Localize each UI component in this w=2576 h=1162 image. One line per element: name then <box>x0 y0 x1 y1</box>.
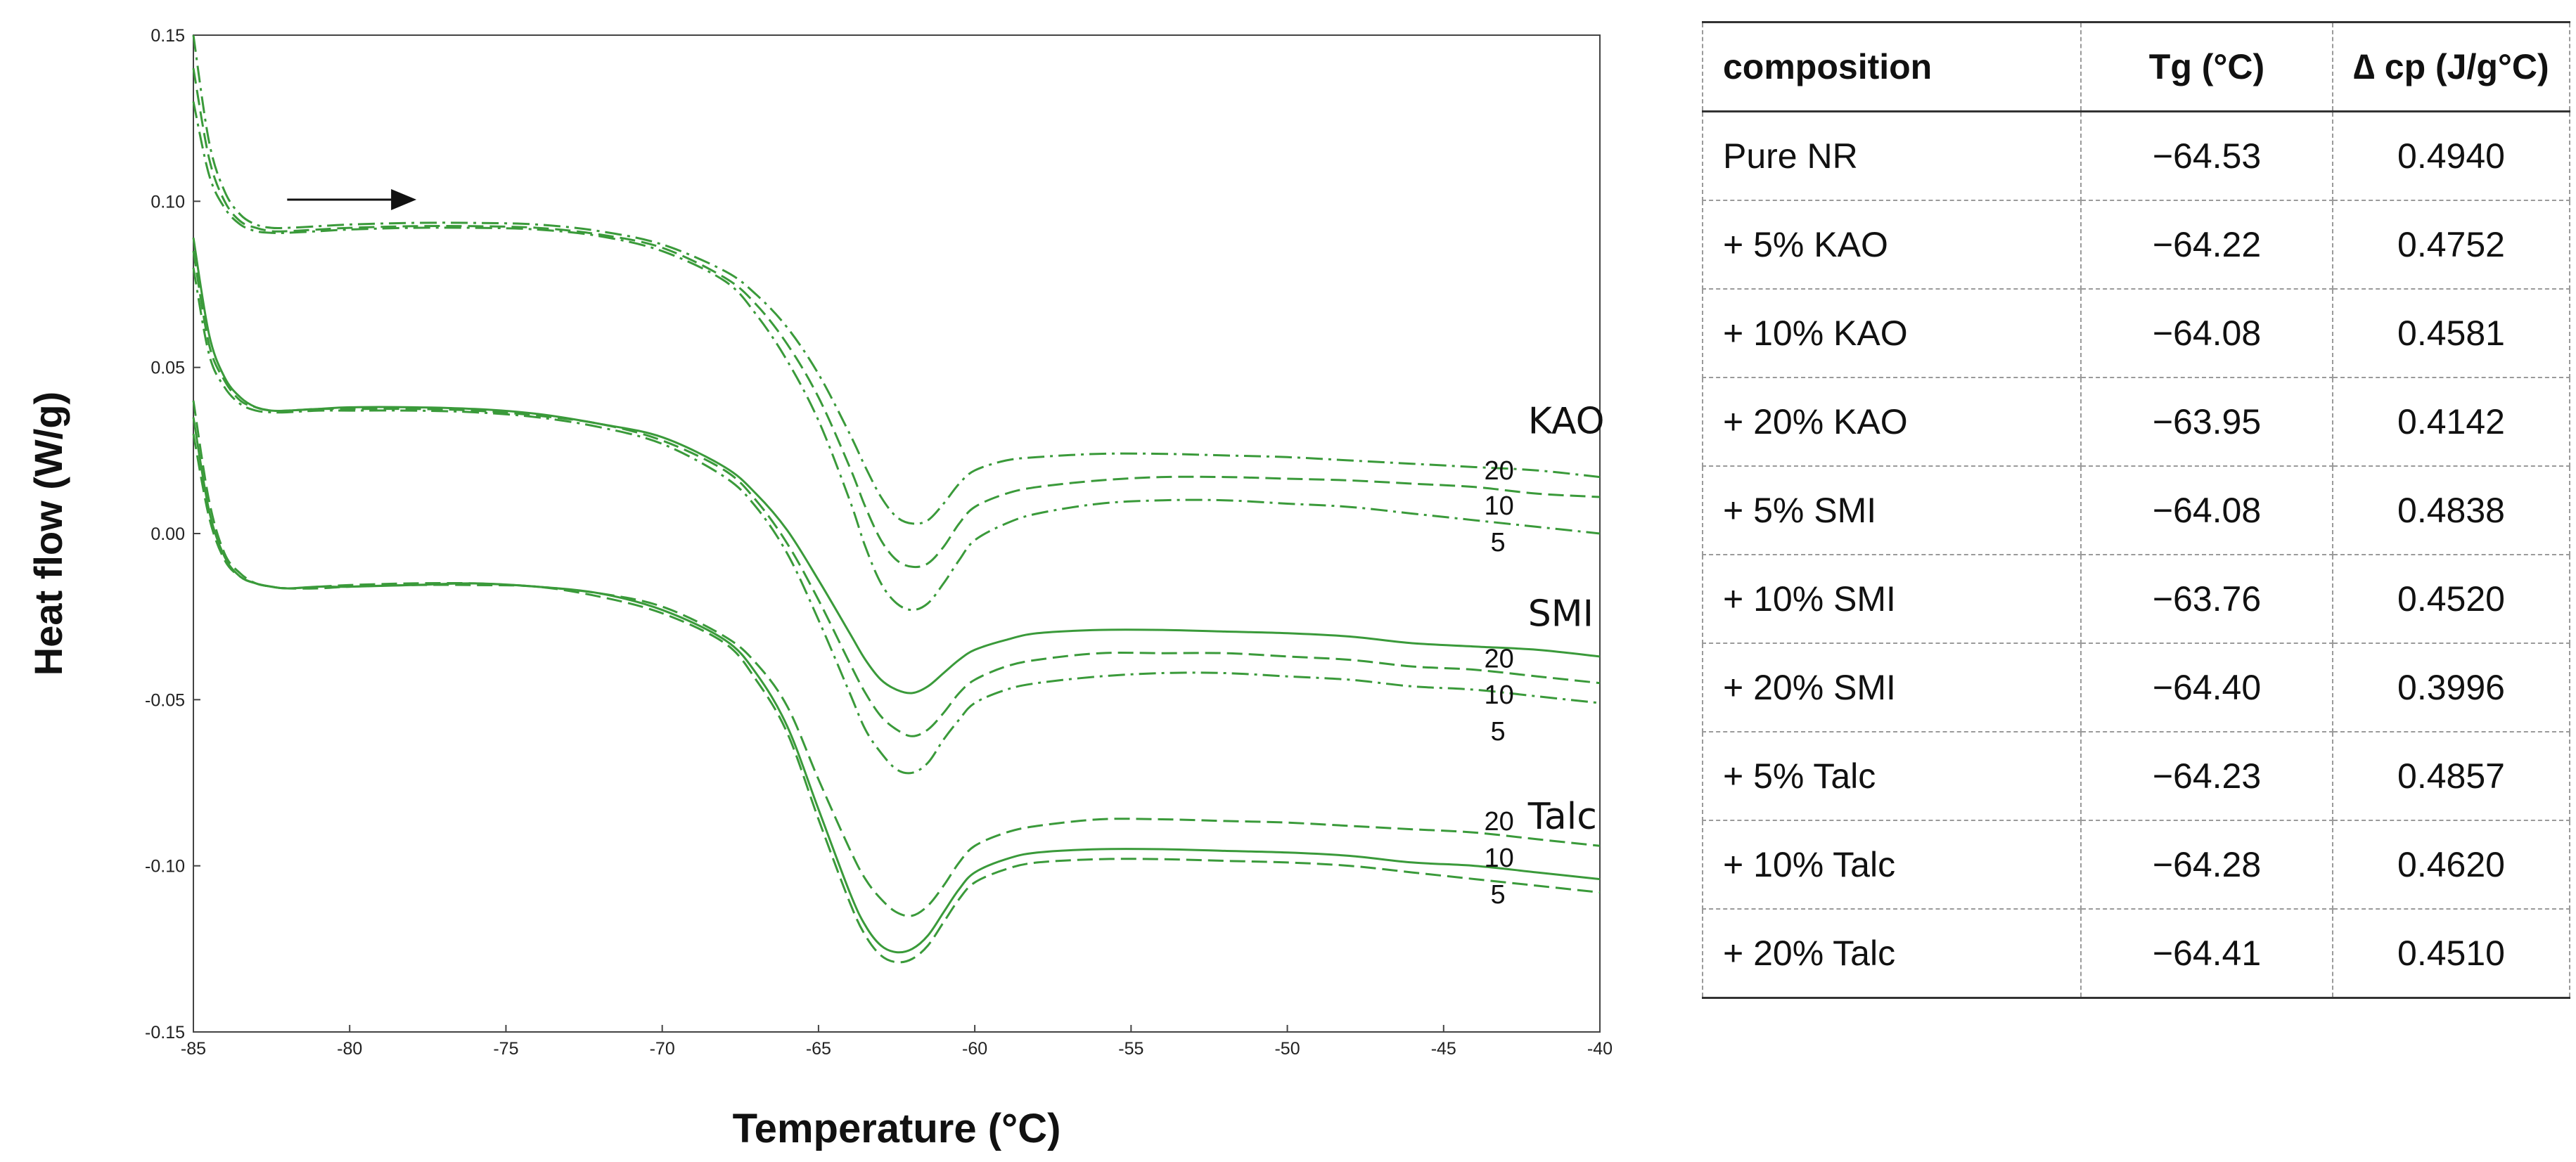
cell-tg: −64.08 <box>2080 288 2333 378</box>
x-axis-title: Temperature (°C) <box>733 1106 1061 1151</box>
tg-table: composition Tg (°C) ∆ cp (J/g°C) Pure NR… <box>1702 21 2570 999</box>
x-tick-label: -70 <box>650 1039 675 1059</box>
y-tick-label: 0.05 <box>150 359 185 378</box>
cell-delta-cp: 0.4752 <box>2332 200 2570 290</box>
cell-composition: + 20% Talc <box>1702 908 2082 999</box>
cell-tg: −64.41 <box>2080 908 2333 999</box>
curve-label: 10 <box>1485 680 1514 710</box>
curve-label: 20 <box>1485 807 1514 837</box>
cell-composition: + 10% KAO <box>1702 288 2082 378</box>
cell-composition: + 20% KAO <box>1702 377 2082 467</box>
x-tick-label: -40 <box>1587 1039 1613 1059</box>
cell-composition: + 10% SMI <box>1702 554 2082 644</box>
cell-composition: + 5% KAO <box>1702 200 2082 290</box>
y-tick-label: -0.15 <box>145 1023 185 1042</box>
curves <box>192 34 1601 964</box>
cell-delta-cp: 0.4838 <box>2332 465 2570 555</box>
table-row: + 20% SMI −64.40 0.3996 <box>1702 643 2570 732</box>
cell-tg: −63.76 <box>2080 554 2333 644</box>
y-tick-label: -0.10 <box>145 857 185 877</box>
cell-delta-cp: 0.4581 <box>2332 288 2570 378</box>
group-labels: KAO SMI Talc <box>1527 400 1605 837</box>
table-row: + 5% SMI −64.08 0.4838 <box>1702 465 2570 555</box>
table-row: + 10% KAO −64.08 0.4581 <box>1702 288 2570 378</box>
x-tick-label: -55 <box>1118 1039 1143 1059</box>
header-tg: Tg (°C) <box>2080 21 2333 112</box>
cell-tg: −64.22 <box>2080 200 2333 290</box>
table-row: + 10% Talc −64.28 0.4620 <box>1702 820 2570 910</box>
x-tick-label: -85 <box>181 1039 206 1059</box>
curve-kao-20 <box>192 34 1601 525</box>
cell-composition: + 5% Talc <box>1702 731 2082 821</box>
x-tick-label: -75 <box>493 1039 518 1059</box>
cell-delta-cp: 0.4520 <box>2332 554 2570 644</box>
table-row: + 10% SMI −63.76 0.4520 <box>1702 554 2570 644</box>
y-tick-label: -0.05 <box>145 690 185 710</box>
table-row: + 5% KAO −64.22 0.4752 <box>1702 200 2570 290</box>
curve-label: 20 <box>1485 644 1514 673</box>
cell-tg: −64.23 <box>2080 731 2333 821</box>
table-row: + 20% Talc −64.41 0.4510 <box>1702 908 2570 999</box>
curve-label: 5 <box>1490 717 1505 747</box>
cell-delta-cp: 0.4620 <box>2332 820 2570 910</box>
curve-kao-5 <box>192 101 1601 612</box>
y-tick-label: 0.10 <box>150 192 185 212</box>
y-axis-ticks: -0.15 -0.10 -0.05 0.00 0.05 0.10 0.15 <box>145 26 200 1042</box>
curve-smi-20 <box>192 238 1601 695</box>
curve-label: 5 <box>1490 528 1505 557</box>
x-tick-label: -65 <box>806 1039 831 1059</box>
cell-composition: + 5% SMI <box>1702 465 2082 555</box>
curve-smi-5 <box>192 267 1601 775</box>
curve-smi-10 <box>192 250 1601 737</box>
curve-labels: 20 10 5 20 10 5 20 10 5 <box>1485 456 1514 910</box>
group-label-smi: SMI <box>1528 593 1594 635</box>
curve-label: 10 <box>1485 491 1514 521</box>
table-header-row: composition Tg (°C) ∆ cp (J/g°C) <box>1702 21 2570 112</box>
cell-delta-cp: 0.4142 <box>2332 377 2570 467</box>
curve-kao-10 <box>192 68 1601 569</box>
group-label-talc: Talc <box>1527 796 1597 838</box>
x-tick-label: -60 <box>962 1039 987 1059</box>
table-body: Pure NR −64.53 0.4940 + 5% KAO −64.22 0.4752 +… <box>1702 110 2570 999</box>
x-tick-label: -80 <box>337 1039 362 1059</box>
cell-delta-cp: 0.4857 <box>2332 731 2570 821</box>
cell-composition: + 10% Talc <box>1702 820 2082 910</box>
x-tick-label: -50 <box>1274 1039 1300 1059</box>
plot-area <box>193 34 1601 1033</box>
cell-tg: −64.28 <box>2080 820 2333 910</box>
x-axis-ticks: -85 -80 -75 -70 -65 -60 -55 -50 -45 -40 <box>181 1025 1613 1059</box>
x-tick-label: -45 <box>1431 1039 1456 1059</box>
group-label-kao: KAO <box>1528 400 1605 442</box>
curve-talc-10 <box>192 417 1601 954</box>
y-tick-label: 0.00 <box>150 524 185 544</box>
curve-label: 5 <box>1490 880 1505 910</box>
cell-tg: −63.95 <box>2080 377 2333 467</box>
table-row: Pure NR −64.53 0.4940 <box>1702 110 2570 201</box>
header-composition: composition <box>1702 21 2082 112</box>
cell-delta-cp: 0.4940 <box>2332 110 2570 201</box>
curve-label: 20 <box>1485 456 1514 486</box>
cell-tg: −64.53 <box>2080 110 2333 201</box>
y-tick-label: 0.15 <box>150 26 185 46</box>
curve-label: 10 <box>1485 844 1514 873</box>
y-axis-title: Heat flow (W/g) <box>26 392 70 676</box>
header-delta-cp: ∆ cp (J/g°C) <box>2332 21 2570 112</box>
table-row: + 5% Talc −64.23 0.4857 <box>1702 731 2570 821</box>
cell-composition: Pure NR <box>1702 110 2082 201</box>
cell-tg: −64.08 <box>2080 465 2333 555</box>
curve-talc-5 <box>192 433 1601 964</box>
cell-delta-cp: 0.3996 <box>2332 643 2570 732</box>
dsc-chart: -85 -80 -75 -70 -65 -60 -55 -50 -45 -40 -0.15-0.1… <box>26 26 1613 1151</box>
table-row: + 20% KAO −63.95 0.4142 <box>1702 377 2570 467</box>
cell-composition: + 20% SMI <box>1702 643 2082 732</box>
cell-tg: −64.40 <box>2080 643 2333 732</box>
cell-delta-cp: 0.4510 <box>2332 908 2570 999</box>
